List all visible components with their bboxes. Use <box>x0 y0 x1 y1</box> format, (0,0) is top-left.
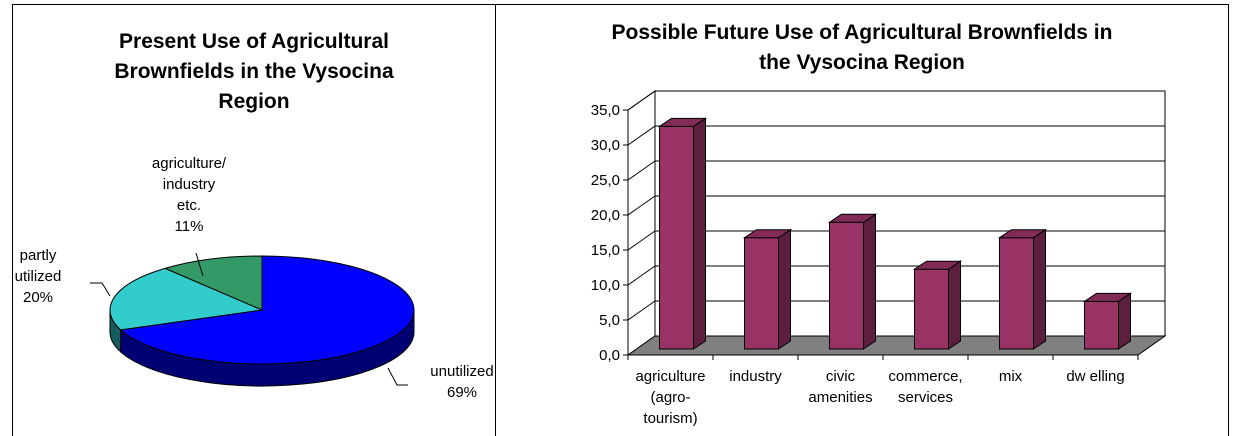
y-tick-label: 15,0 <box>591 242 620 259</box>
bar-title-line: Possible Future Use of Agricultural Brow… <box>611 21 1113 44</box>
pie-slice-label-line: utilized <box>15 268 62 285</box>
y-tick-label: 25,0 <box>591 172 620 189</box>
x-tick-label-line: industry <box>729 368 782 385</box>
bar <box>914 268 949 350</box>
pie-title-line: Brownfields in the Vysocina <box>114 60 394 83</box>
bar-side <box>948 260 961 350</box>
bar <box>999 237 1034 350</box>
bar <box>829 221 864 350</box>
x-tick-label-line: tourism) <box>643 410 697 427</box>
bar-side <box>1033 228 1046 350</box>
x-tick-label-line: dw elling <box>1066 368 1124 385</box>
gridline <box>627 195 656 216</box>
pie-leader-line <box>195 252 204 277</box>
bar-title-line: the Vysocina Region <box>759 51 965 74</box>
pie-slice-label-line: partly <box>20 247 57 264</box>
y-tick-label: 0,0 <box>599 347 620 364</box>
gridline <box>627 160 656 181</box>
bar-top <box>1082 292 1133 302</box>
pie-slice <box>119 255 415 365</box>
pie-title-line: Present Use of Agricultural <box>119 30 389 53</box>
pie-chart-title: Present Use of Agricultural Brownfields … <box>12 27 496 117</box>
x-tick-label: commerce, services <box>888 368 962 406</box>
pie-slice-label: partly utilized 20% <box>15 247 62 306</box>
pie-slice-label: unutilized 69% <box>430 363 493 401</box>
pie-slice <box>163 255 263 311</box>
x-tick-label: mix <box>999 368 1023 385</box>
bar-top <box>997 229 1048 239</box>
bar-side <box>863 213 876 350</box>
bar <box>744 237 779 350</box>
x-tick-label-line: mix <box>999 368 1023 385</box>
gridline <box>627 265 656 286</box>
y-tick-label: 10,0 <box>591 277 620 294</box>
bar-side <box>1118 292 1131 350</box>
pie-slice <box>109 267 264 331</box>
pie-chart: unutilized 69% partly utilized 20% agricultur… <box>15 155 494 401</box>
bar-side <box>778 228 791 350</box>
x-tick-label-line: agriculture <box>635 368 705 385</box>
pie-slice-label-line: agriculture/ <box>152 155 227 172</box>
pie-slice-label-line: etc. <box>177 197 201 214</box>
pie-slice-label: agriculture/industry etc. 11% <box>152 155 227 235</box>
y-tick-label: 5,0 <box>599 312 620 329</box>
x-tick-label: civic amenities <box>808 368 872 406</box>
bar-top <box>827 213 878 223</box>
pie-slice-label-line: 11% <box>175 218 204 235</box>
x-tick-label-line: services <box>898 389 953 406</box>
x-tick-label-line: civic <box>826 368 856 385</box>
pie-leader-line <box>387 367 408 386</box>
pie-title-line: Region <box>218 90 290 113</box>
x-tick-label: industry <box>729 368 782 385</box>
bar-chart: 0,0 5,0 10,0 15,0 20,0 25,0 30,0 35,0 agricultur… <box>591 90 1167 427</box>
gridline <box>627 230 656 251</box>
bar-top <box>657 117 708 127</box>
x-tick-label-line: (agro- <box>650 389 690 406</box>
pie-slice-label-line: industry <box>163 176 216 193</box>
x-tick-label-line: amenities <box>808 389 872 406</box>
x-tick-label: dw elling <box>1066 368 1124 385</box>
x-tick-label-line: commerce, <box>888 368 962 385</box>
pie-leader-line <box>90 282 111 297</box>
bar-top <box>912 260 963 270</box>
y-tick-label: 20,0 <box>591 207 620 224</box>
bar-chart-title: Possible Future Use of Agricultural Brow… <box>495 18 1229 78</box>
gridline <box>627 125 656 146</box>
y-tick-label: 35,0 <box>591 102 620 119</box>
gridline <box>627 90 656 111</box>
gridline <box>627 300 656 321</box>
pie-slice-label-line: 69% <box>447 384 477 401</box>
plot-side-wall <box>627 90 656 356</box>
bar <box>1084 300 1119 350</box>
x-tick-label: agriculture (agro-tourism) <box>635 368 705 427</box>
bar-top <box>742 229 793 239</box>
pie-slice-label-line: 20% <box>23 289 53 306</box>
bar-side <box>693 117 706 350</box>
y-tick-label: 30,0 <box>591 137 620 154</box>
bar <box>659 125 694 350</box>
pie-slice-label-line: unutilized <box>430 363 493 380</box>
